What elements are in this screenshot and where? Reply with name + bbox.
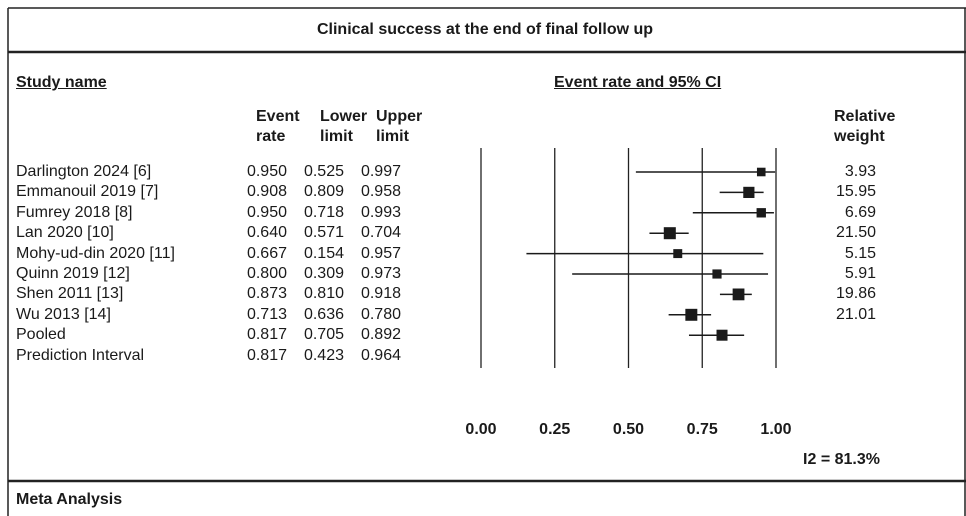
- cell-value: 0.957: [360, 244, 401, 262]
- weight-header: Relative weight: [834, 108, 896, 145]
- cell-value: 0.667: [246, 244, 287, 262]
- cell-value: 0.958: [360, 183, 401, 201]
- column-header: Event rate: [256, 108, 300, 145]
- cell-value: 0.640: [246, 224, 287, 242]
- footer: Meta Analysis: [16, 491, 123, 508]
- column-header: Lower limit: [320, 108, 368, 145]
- cell-value: 0.873: [246, 285, 287, 303]
- cell-value: 0.718: [303, 203, 344, 221]
- point-estimate: [712, 269, 722, 279]
- weight-value: 5.91: [844, 265, 876, 282]
- plot-header: Event rate and 95% CI: [554, 74, 722, 91]
- point-estimate: [732, 288, 745, 301]
- point-estimate: [673, 249, 683, 259]
- weight-value: 19.86: [835, 285, 876, 303]
- cell-value: 0.780: [360, 305, 401, 323]
- cell-value: 0.950: [246, 203, 287, 221]
- cell-value: 0.810: [303, 285, 344, 303]
- weight-value: 3.93: [844, 163, 876, 180]
- x-tick-label: 0.25: [539, 421, 571, 438]
- cell-value: 0.809: [303, 183, 344, 201]
- column-header: Upper limit: [376, 108, 423, 145]
- cell-value: 0.997: [360, 163, 401, 180]
- cell-value: 0.309: [303, 265, 344, 282]
- study-name: Pooled: [16, 326, 66, 344]
- weight-value: 5.15: [844, 244, 876, 262]
- cell-value: 0.918: [360, 285, 401, 303]
- point-estimate: [743, 186, 755, 198]
- cell-value: 0.993: [360, 203, 401, 221]
- study-name: Mohy-ud-din 2020 [11]: [16, 244, 175, 262]
- weight-value: 15.95: [835, 183, 876, 201]
- weight-value: 21.01: [835, 305, 876, 323]
- cell-value: 0.973: [360, 265, 401, 282]
- study-name: Lan 2020 [10]: [16, 224, 114, 242]
- study-name: Wu 2013 [14]: [16, 305, 111, 323]
- cell-value: 0.704: [360, 224, 401, 242]
- x-tick-label: 0.00: [465, 421, 497, 438]
- x-tick-label: 1.00: [760, 421, 792, 438]
- cell-value: 0.817: [246, 346, 287, 364]
- point-estimate: [685, 308, 698, 321]
- weight-value: 6.69: [844, 203, 876, 221]
- study-name: Fumrey 2018 [8]: [16, 203, 133, 221]
- x-tick-label: 0.75: [686, 421, 718, 438]
- cell-value: 0.800: [246, 265, 287, 282]
- cell-value: 0.636: [303, 305, 344, 323]
- weight-value: 21.50: [835, 224, 876, 242]
- chart-title: Clinical success at the end of final fol…: [316, 21, 654, 38]
- point-estimate: [756, 167, 766, 177]
- cell-value: 0.908: [246, 183, 287, 201]
- cell-value: 0.892: [360, 326, 401, 344]
- study-name: Prediction Interval: [16, 346, 145, 364]
- study-name: Shen 2011 [13]: [16, 285, 124, 303]
- x-tick-label: 0.50: [612, 421, 645, 438]
- point-estimate: [663, 227, 676, 240]
- cell-value: 0.571: [303, 224, 344, 242]
- cell-value: 0.423: [303, 346, 344, 364]
- cell-value: 0.154: [303, 244, 344, 262]
- cell-value: 0.817: [246, 326, 287, 344]
- cell-value: 0.950: [246, 163, 287, 180]
- cell-value: 0.525: [303, 163, 344, 180]
- study-name: Darlington 2024 [6]: [16, 163, 152, 180]
- point-estimate: [756, 208, 766, 218]
- point-estimate: [716, 329, 728, 341]
- study-name: Emmanouil 2019 [7]: [16, 183, 159, 201]
- heterogeneity: I2 = 81.3%: [803, 451, 880, 468]
- cell-value: 0.964: [360, 346, 401, 364]
- study-name: Quinn 2019 [12]: [16, 265, 130, 282]
- study-header: Study name: [16, 74, 107, 91]
- cell-value: 0.705: [303, 326, 344, 344]
- cell-value: 0.713: [246, 305, 287, 323]
